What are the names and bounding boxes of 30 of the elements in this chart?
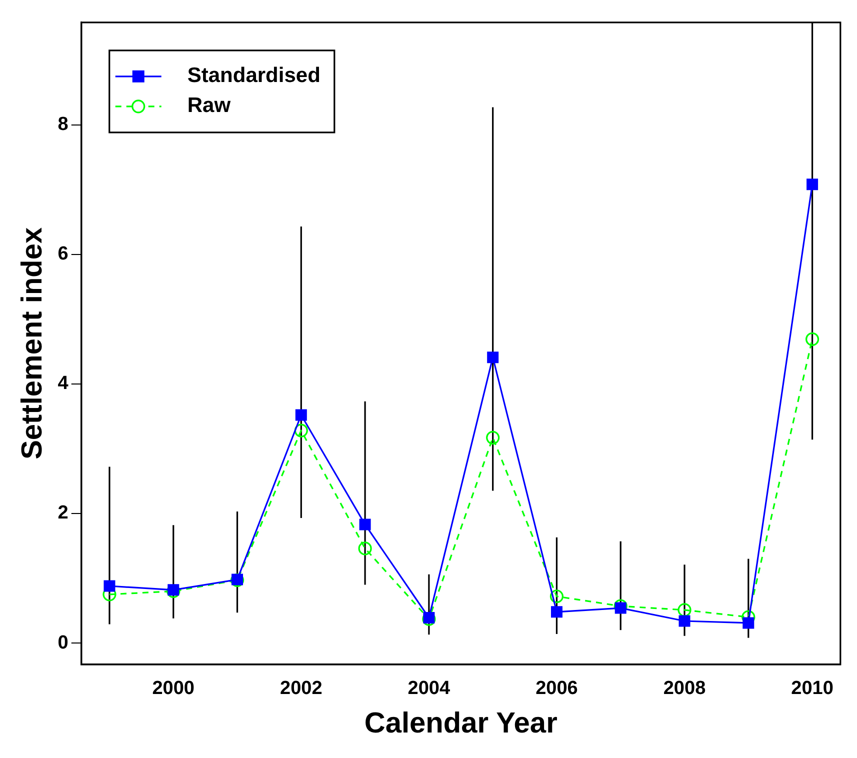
x-axis-title: Calendar Year [364, 708, 558, 740]
y-tick-label: 4 [58, 373, 69, 394]
point [678, 615, 690, 627]
legend-label: Standardised [187, 64, 320, 88]
x-tick-label: 2010 [791, 678, 834, 700]
point [805, 332, 820, 346]
point [104, 580, 116, 592]
point [806, 178, 818, 190]
point [486, 430, 500, 444]
x-tick-label: 2002 [280, 678, 322, 700]
x-tick-label: 2006 [536, 678, 578, 700]
y-tick-label: 2 [58, 502, 68, 524]
point [487, 352, 499, 364]
y-tick-label: 8 [58, 114, 68, 135]
point [614, 602, 626, 614]
point [359, 518, 371, 530]
x-tick-label: 2004 [408, 678, 450, 700]
point [295, 409, 307, 421]
point [742, 617, 754, 629]
point [550, 590, 564, 604]
point [358, 542, 372, 556]
point [678, 603, 692, 617]
point [294, 424, 308, 438]
point [550, 606, 562, 618]
y-axis-title: Settlement index [16, 227, 48, 460]
x-tick-label: 2000 [152, 678, 195, 700]
x-tick-label: 2008 [663, 678, 706, 700]
legend-label: Raw [187, 94, 232, 118]
y-tick-label: 6 [58, 244, 68, 265]
y-tick-label: 0 [58, 632, 68, 654]
